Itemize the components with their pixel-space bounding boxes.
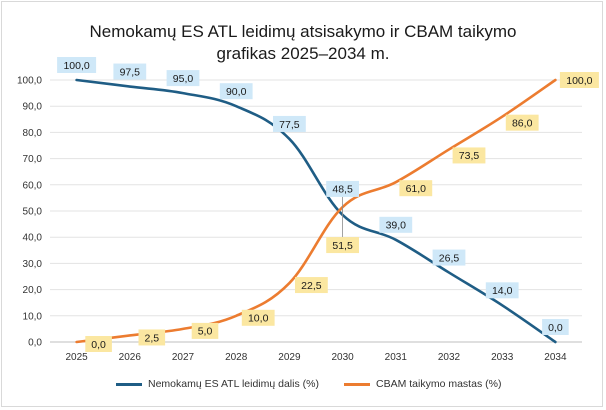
data-label: 26,5	[439, 252, 460, 264]
data-label: 48,5	[332, 184, 353, 196]
y-axis-ticks: 0,0 10,0 20,0 30,0 40,0 50,0 60,0 70,0 80,0 90,0 1…	[17, 76, 42, 349]
chart-title-line-2: grafikas 2025–2034 m.	[216, 44, 390, 63]
free-allowances-line	[75, 78, 557, 344]
y-tick-label: 100,0	[17, 76, 42, 87]
y-tick-label: 60,0	[23, 180, 43, 191]
legend-item-free-allowances: Nemokamų ES ATL leidimų dalis (%)	[116, 376, 319, 392]
data-label-box	[542, 319, 569, 335]
data-label: 73,5	[459, 150, 480, 162]
data-labels: 100,0 97,5 95,0 90,0 77,5 48,5 39,0 26,5 14,0 0,0…	[57, 57, 599, 352]
legend-label-free-allowances: Nemokamų ES ATL leidimų dalis (%)	[148, 378, 319, 390]
data-label-box	[326, 237, 359, 254]
data-label-box	[273, 115, 306, 132]
x-tick-label: 2026	[119, 352, 142, 363]
data-label: 77,5	[279, 119, 300, 131]
data-label-box	[505, 114, 539, 131]
data-label: 14,0	[492, 285, 513, 297]
x-tick-label: 2034	[544, 352, 567, 363]
data-label-box	[295, 277, 328, 294]
data-label-box	[241, 309, 275, 326]
y-tick-label: 70,0	[23, 154, 43, 165]
data-label-box	[85, 336, 112, 352]
data-label: 86,0	[512, 117, 533, 129]
y-tick-label: 90,0	[23, 102, 43, 113]
data-label: 0,0	[91, 339, 106, 351]
data-label-box	[432, 249, 466, 266]
x-axis-ticks: 2025 2026 2027 2028 2029 2030 2031 2032 2033 2034	[65, 352, 566, 363]
x-tick-label: 2025	[65, 352, 88, 363]
data-label: 39,0	[386, 220, 407, 232]
data-label-box	[138, 329, 166, 346]
y-tick-label: 50,0	[23, 207, 43, 218]
legend-item-cbam: CBAM taikymo mastas (%)	[344, 376, 501, 392]
data-label: 22,5	[301, 280, 322, 292]
chart-title-line-1: Nemokamų ES ATL leidimų atsisakymo ir CB…	[89, 22, 517, 41]
data-label: 100,0	[566, 75, 592, 87]
x-tick-label: 2030	[331, 352, 354, 363]
data-label: 10,0	[248, 313, 269, 325]
x-tick-label: 2033	[491, 352, 514, 363]
data-label: 51,5	[332, 240, 353, 252]
data-label-box	[219, 83, 253, 100]
data-label: 2,5	[144, 332, 159, 344]
legend-swatch-free-allowances	[116, 382, 142, 386]
y-tick-label: 0,0	[28, 338, 42, 349]
data-label-box	[485, 282, 519, 299]
data-label: 90,0	[226, 86, 247, 98]
x-tick-label: 2028	[225, 352, 248, 363]
data-label: 100,0	[63, 60, 89, 72]
data-label-box	[113, 63, 147, 80]
x-tick-label: 2027	[172, 352, 195, 363]
data-label: 95,0	[173, 73, 194, 85]
data-label-box	[166, 70, 200, 87]
y-tick-label: 40,0	[23, 233, 43, 244]
legend-label-cbam: CBAM taikymo mastas (%)	[376, 378, 502, 390]
data-label: 5,0	[198, 326, 213, 338]
legend-swatch-cbam	[344, 382, 370, 386]
y-tick-label: 30,0	[23, 259, 43, 270]
data-label-box	[57, 57, 97, 73]
y-tick-label: 10,0	[23, 311, 43, 322]
data-label-box	[399, 180, 433, 197]
data-label-box	[326, 180, 359, 197]
data-label: 0,0	[548, 322, 563, 334]
data-label-box	[191, 322, 219, 339]
y-tick-label: 20,0	[23, 285, 43, 296]
y-tick-label: 80,0	[23, 128, 43, 139]
data-label: 61,0	[406, 183, 427, 195]
data-label-box	[452, 147, 486, 164]
x-tick-label: 2032	[438, 352, 461, 363]
data-label: 97,5	[120, 66, 141, 78]
data-label-box	[559, 72, 599, 88]
x-tick-label: 2031	[385, 352, 408, 363]
data-label-box	[379, 216, 413, 233]
gridlines	[50, 79, 582, 343]
x-tick-label: 2029	[278, 352, 301, 363]
